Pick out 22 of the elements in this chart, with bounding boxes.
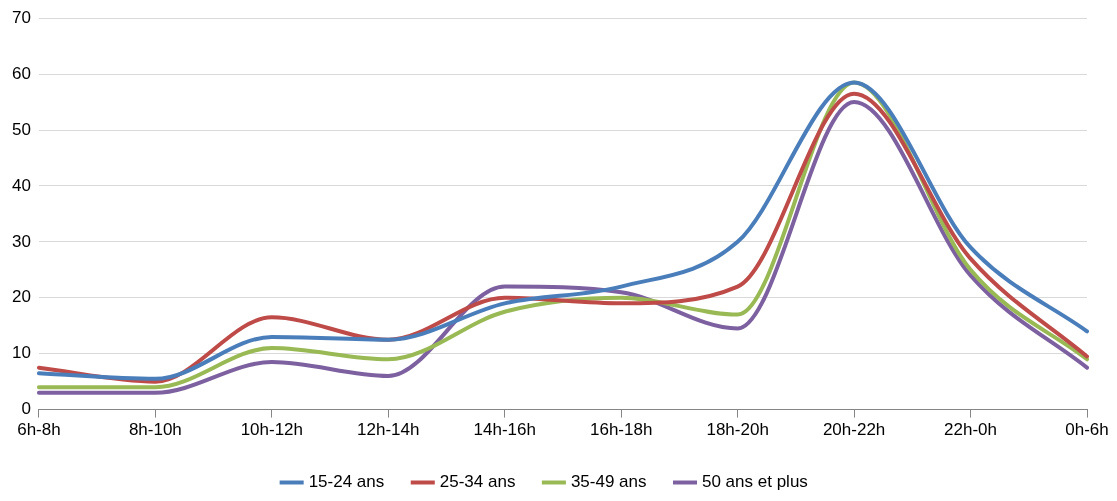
y-tick-label: 50 [11, 119, 31, 139]
y-tick-label: 20 [11, 287, 31, 307]
legend-label: 50 ans et plus [701, 472, 808, 492]
y-tick-label: 60 [11, 63, 31, 83]
legend-label: 25-34 ans [439, 472, 516, 492]
legend-label: 15-24 ans [308, 472, 385, 492]
x-tick-label: 20h-22h [822, 420, 886, 440]
x-tick-label: 0h-6h [1065, 420, 1109, 440]
x-tick-label: 12h-14h [357, 420, 420, 440]
x-tick-label: 8h-10h [128, 420, 182, 440]
x-tick-label: 14h-16h [473, 420, 536, 440]
x-tick-label: 22h-0h [944, 420, 998, 440]
y-tick-label: 40 [11, 175, 31, 195]
legend-label: 35-49 ans [570, 472, 647, 492]
x-tick-label: 6h-8h [17, 420, 61, 440]
y-tick-label: 70 [11, 7, 31, 27]
y-tick-label: 0 [21, 399, 31, 419]
y-tick-label: 10 [11, 343, 31, 363]
y-tick-label: 30 [11, 231, 31, 251]
x-tick-label: 10h-12h [240, 420, 304, 440]
x-tick-label: 18h-20h [706, 420, 769, 440]
x-tick-label: 16h-18h [589, 420, 653, 440]
